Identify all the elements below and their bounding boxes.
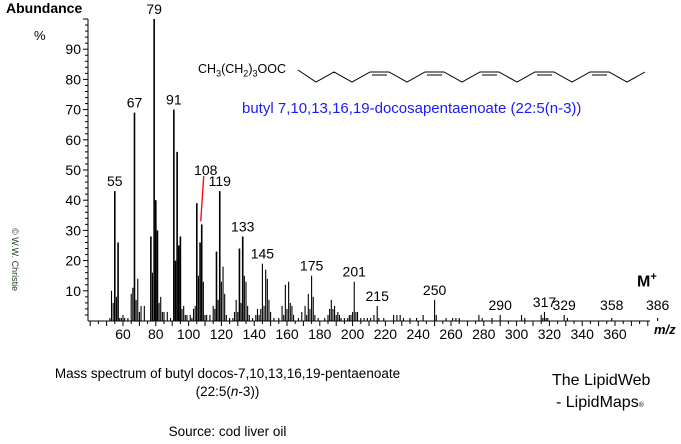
structure-formula: CH3(CH2)3OOC: [198, 62, 286, 79]
formula-text: ): [248, 62, 253, 76]
peak-label: 55: [107, 173, 123, 189]
peak-label: 250: [423, 282, 447, 298]
peak-label: 79: [146, 1, 162, 17]
x-tick-label: 220: [374, 326, 398, 342]
copyright-watermark: © W.W. Christie: [10, 228, 20, 292]
m-label: M: [637, 273, 651, 291]
peak-label: 108: [194, 162, 218, 178]
compound-name: butyl 7,10,13,16,19-docosapentaenoate (2…: [242, 100, 582, 117]
peak-label: 119: [209, 173, 232, 189]
caption-source: Source: cod liver oil: [168, 424, 287, 439]
x-tick-label: 160: [275, 326, 299, 342]
peak-label: 358: [600, 297, 624, 313]
caption-line-2: (22:5(n-3)): [0, 384, 455, 399]
registered-mark: ®: [638, 402, 644, 409]
x-tick-label: 240: [407, 326, 431, 342]
formula-text: (CH: [221, 62, 244, 76]
brand-lipidmaps: - LipidMaps®: [556, 394, 644, 412]
peak-label: 133: [231, 218, 255, 234]
x-tick-label: 100: [177, 326, 201, 342]
peak-label: 201: [343, 264, 367, 280]
y-tick-label: 40: [65, 192, 81, 208]
caption-text: -3)): [238, 384, 260, 399]
formula-sub: 3: [252, 68, 258, 79]
x-tick-label: 360: [603, 326, 627, 342]
peak-label: 215: [366, 288, 390, 304]
y-tick-label: 50: [65, 162, 81, 178]
x-tick-label: 340: [571, 326, 595, 342]
formula-text: CH: [198, 62, 217, 76]
x-tick-label: 180: [308, 326, 332, 342]
y-tick-label: 90: [65, 41, 81, 57]
caption-italic: n: [230, 384, 239, 399]
peak-label: 145: [251, 246, 275, 262]
brand-lipidweb: The LipidWeb: [552, 372, 651, 389]
formula-text: OOC: [257, 62, 286, 76]
caption-text: (22:5(: [195, 384, 231, 399]
y-tick-label: 30: [65, 222, 81, 238]
label-leader-line: [200, 175, 205, 222]
y-tick-label: 60: [65, 132, 81, 148]
y-tick-label: 80: [65, 71, 81, 87]
x-tick-label: 300: [505, 326, 529, 342]
peak-label: 175: [300, 258, 324, 274]
formula-sub: 2: [243, 68, 249, 79]
x-tick-label: 320: [538, 326, 562, 342]
y-axis-unit: %: [34, 28, 46, 43]
x-axis-label: m/z: [654, 322, 676, 337]
x-tick-label: 140: [243, 326, 267, 342]
peak-label: 91: [166, 92, 182, 108]
caption-line-1: Mass spectrum of butyl docos-7,10,13,16,…: [54, 366, 401, 381]
molecular-ion-label: M+: [637, 271, 657, 291]
x-tick-label: 280: [472, 326, 496, 342]
x-tick-label: 80: [148, 326, 164, 342]
y-axis-label: Abundance: [6, 0, 83, 16]
peak-label: 317: [533, 294, 557, 310]
y-tick-label: 10: [65, 283, 81, 299]
y-tick-label: 20: [65, 253, 81, 269]
x-tick-label: 260: [439, 326, 463, 342]
x-tick-label: 120: [210, 326, 234, 342]
peak-label: 67: [127, 95, 143, 111]
fatty-chain-structure: [297, 69, 646, 83]
x-tick-label: 200: [341, 326, 365, 342]
x-tick-label: 60: [115, 326, 131, 342]
charge-label: +: [650, 271, 657, 283]
peak-label: 386: [646, 297, 670, 313]
peak-label: 290: [489, 297, 513, 313]
formula-sub: 3: [216, 68, 222, 79]
peak-label: 329: [552, 297, 576, 313]
y-tick-label: 70: [65, 102, 81, 118]
brand-text: - LipidMaps: [556, 394, 639, 411]
